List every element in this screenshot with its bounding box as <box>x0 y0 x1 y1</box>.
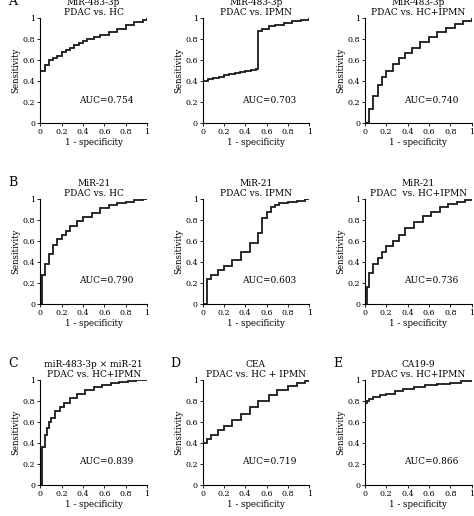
Text: AUC=0.740: AUC=0.740 <box>404 95 458 105</box>
Text: E: E <box>333 357 342 370</box>
X-axis label: 1 - specificity: 1 - specificity <box>389 138 447 147</box>
Y-axis label: Sensitivity: Sensitivity <box>12 229 21 274</box>
Text: AUC=0.603: AUC=0.603 <box>242 277 296 285</box>
Text: AUC=0.839: AUC=0.839 <box>79 457 134 466</box>
Title: MiR-21
PDAC  vs. HC+IPMN: MiR-21 PDAC vs. HC+IPMN <box>370 179 467 198</box>
Text: AUC=0.736: AUC=0.736 <box>404 277 458 285</box>
Y-axis label: Sensitivity: Sensitivity <box>336 48 345 93</box>
Title: MiR-483-3p
PDAC vs. IPMN: MiR-483-3p PDAC vs. IPMN <box>220 0 292 17</box>
X-axis label: 1 - specificity: 1 - specificity <box>227 500 285 509</box>
Y-axis label: Sensitivity: Sensitivity <box>12 410 21 455</box>
Title: miR-483-3p × miR-21
PDAC vs. HC+IPMN: miR-483-3p × miR-21 PDAC vs. HC+IPMN <box>45 360 143 379</box>
Title: MiR-483-3p
PDAC vs. HC: MiR-483-3p PDAC vs. HC <box>64 0 124 17</box>
X-axis label: 1 - specificity: 1 - specificity <box>227 319 285 328</box>
X-axis label: 1 - specificity: 1 - specificity <box>227 138 285 147</box>
X-axis label: 1 - specificity: 1 - specificity <box>389 319 447 328</box>
X-axis label: 1 - specificity: 1 - specificity <box>65 138 123 147</box>
Text: AUC=0.790: AUC=0.790 <box>79 277 134 285</box>
Title: MiR-21
PDAC vs. HC: MiR-21 PDAC vs. HC <box>64 179 124 198</box>
Text: AUC=0.754: AUC=0.754 <box>79 95 134 105</box>
Y-axis label: Sensitivity: Sensitivity <box>174 410 183 455</box>
Title: MiR-21
PDAC vs. IPMN: MiR-21 PDAC vs. IPMN <box>220 179 292 198</box>
Text: D: D <box>171 357 181 370</box>
Text: AUC=0.866: AUC=0.866 <box>404 457 458 466</box>
X-axis label: 1 - specificity: 1 - specificity <box>65 500 123 509</box>
X-axis label: 1 - specificity: 1 - specificity <box>65 319 123 328</box>
Text: B: B <box>8 176 18 189</box>
Title: CEA
PDAC vs. HC + IPMN: CEA PDAC vs. HC + IPMN <box>206 360 306 379</box>
Text: AUC=0.719: AUC=0.719 <box>242 457 296 466</box>
Y-axis label: Sensitivity: Sensitivity <box>336 229 345 274</box>
X-axis label: 1 - specificity: 1 - specificity <box>389 500 447 509</box>
Y-axis label: Sensitivity: Sensitivity <box>174 229 183 274</box>
Title: MiR-483-3p
PDAC vs. HC+IPMN: MiR-483-3p PDAC vs. HC+IPMN <box>371 0 465 17</box>
Text: AUC=0.703: AUC=0.703 <box>242 95 296 105</box>
Y-axis label: Sensitivity: Sensitivity <box>174 48 183 93</box>
Text: A: A <box>8 0 17 8</box>
Y-axis label: Sensitivity: Sensitivity <box>12 48 21 93</box>
Text: C: C <box>8 357 18 370</box>
Title: CA19-9
PDAC vs. HC+IPMN: CA19-9 PDAC vs. HC+IPMN <box>371 360 465 379</box>
Y-axis label: Sensitivity: Sensitivity <box>336 410 345 455</box>
